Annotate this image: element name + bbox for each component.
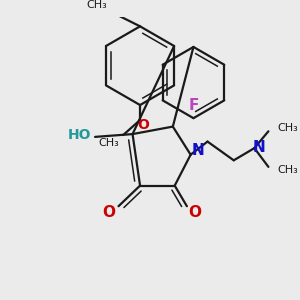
Text: N: N: [192, 143, 205, 158]
Text: N: N: [253, 140, 266, 155]
Text: O: O: [188, 205, 201, 220]
Text: CH₃: CH₃: [99, 137, 119, 148]
Text: CH₃: CH₃: [86, 0, 107, 10]
Text: CH₃: CH₃: [278, 124, 298, 134]
Text: F: F: [188, 98, 199, 112]
Text: CH₃: CH₃: [278, 165, 298, 175]
Text: O: O: [137, 118, 149, 132]
Text: HO: HO: [68, 128, 91, 142]
Text: O: O: [103, 205, 116, 220]
